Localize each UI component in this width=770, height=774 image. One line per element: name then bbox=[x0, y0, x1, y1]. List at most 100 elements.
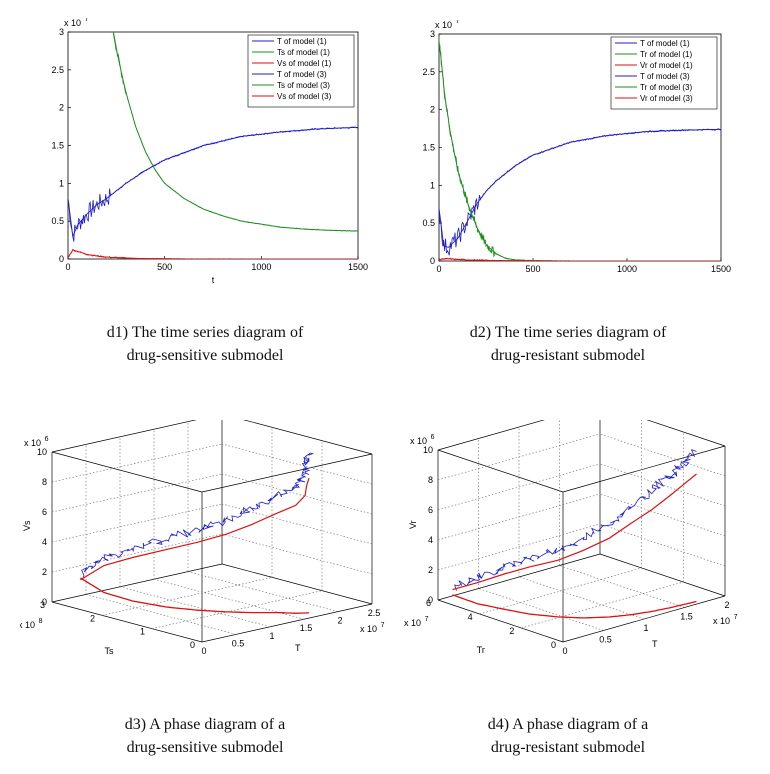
d2-legend-entry: Vr of model (1) bbox=[640, 61, 693, 70]
d1-series-2-stochastic bbox=[68, 248, 358, 259]
d1-ytick-label: 2.5 bbox=[51, 65, 64, 75]
caption-d2-line2: drug-resistant submodel bbox=[490, 347, 646, 364]
d3-ytick-label: 0 bbox=[190, 640, 195, 650]
d3-ztick-label: 4 bbox=[42, 537, 47, 547]
d2-legend-box bbox=[610, 36, 718, 110]
d1-legend-entry: Vs of model (3) bbox=[277, 92, 332, 101]
d4-xtick-label: 1 bbox=[643, 623, 648, 633]
d2-series-group bbox=[439, 37, 721, 261]
d4-grid bbox=[478, 588, 604, 631]
d2-ytick-label: 2.5 bbox=[422, 67, 435, 77]
d4-series-0 bbox=[454, 449, 697, 591]
d1-xtick-label: 500 bbox=[157, 262, 172, 272]
d4-box-edge bbox=[437, 449, 564, 493]
d3-ytick-label: 2 bbox=[90, 613, 95, 623]
d2-series-2-stochastic bbox=[439, 257, 721, 261]
caption-d2-line1: d2) The time series diagram of bbox=[469, 324, 667, 341]
d2-series-0-stochastic bbox=[439, 128, 721, 256]
d1-xtick-label: 0 bbox=[65, 262, 70, 272]
caption-d1-line1: d1) The time series diagram of bbox=[106, 324, 304, 341]
d3-box-edge bbox=[201, 603, 373, 643]
d3-box-edge bbox=[243, 420, 373, 455]
d3-box-edge bbox=[51, 420, 197, 453]
d2-xtick-label: 1500 bbox=[711, 264, 731, 274]
d3-xtick-label: 2.5 bbox=[368, 608, 381, 618]
d3-x-exponent-power: 7 bbox=[381, 622, 385, 629]
d4-grid bbox=[521, 581, 684, 629]
d1-legend-entry: Vs of model (1) bbox=[277, 59, 332, 68]
d1-legend-entry: Ts of model (1) bbox=[277, 48, 330, 57]
d3-grid bbox=[51, 533, 223, 573]
d4-grid bbox=[599, 433, 726, 477]
d3-ztick-label: 8 bbox=[42, 477, 47, 487]
d4-grid bbox=[559, 565, 685, 608]
d1-y-exponent-power: 7 bbox=[85, 18, 89, 23]
d4-y-exponent: x 10 bbox=[404, 618, 421, 628]
d3-ztick-label: 6 bbox=[42, 507, 47, 517]
d4-grid bbox=[599, 493, 726, 537]
caption-d4: d4) A phase diagram of a drug-resistant … bbox=[418, 713, 718, 759]
d4-grid bbox=[437, 433, 601, 481]
d3-grid bbox=[85, 594, 237, 635]
d3-box-edge bbox=[51, 601, 203, 643]
d3-ztick-label: 2 bbox=[42, 567, 47, 577]
d2-y-exponent: x 10 bbox=[435, 20, 452, 30]
d2-legend-entry: T of model (3) bbox=[640, 72, 690, 81]
d3-xlabel: T bbox=[295, 643, 301, 653]
d1-legend-entry: T of model (1) bbox=[277, 37, 327, 46]
d2-xtick-label: 0 bbox=[436, 264, 441, 274]
d4-xtick-label: 0.5 bbox=[599, 635, 612, 645]
d4-ztick-label: 6 bbox=[428, 505, 433, 515]
d4-ztick-label: 2 bbox=[428, 565, 433, 575]
d4-grid bbox=[599, 523, 726, 567]
d1-ytick-label: 0.5 bbox=[51, 216, 64, 226]
d3-grid bbox=[51, 503, 223, 543]
caption-d2: d2) The time series diagram of drug-resi… bbox=[418, 321, 718, 367]
d3-grid bbox=[221, 533, 373, 575]
d3-y-exponent-power: 8 bbox=[39, 618, 43, 625]
d3-box-edge bbox=[51, 563, 223, 603]
caption-d3-line1: d3) A phase diagram of a bbox=[124, 716, 286, 733]
d3-grid bbox=[101, 577, 273, 616]
d2-ytick-label: 2 bbox=[430, 105, 435, 115]
d2-legend-entry: Vr of model (3) bbox=[640, 94, 693, 103]
d1-series-1-stochastic bbox=[113, 33, 358, 232]
d4-box-edge bbox=[646, 420, 726, 447]
d4-grid bbox=[437, 523, 601, 571]
d3-grid bbox=[151, 590, 323, 629]
d3-z-exponent-power: 6 bbox=[45, 436, 49, 443]
d3-xtick-label: 1 bbox=[269, 631, 274, 641]
d3-z-exponent: x 10 bbox=[24, 438, 41, 448]
chart-d1: 0 500 1000 1500 0 0.5 1 1.5 2 2.5 3x 10 7 t T of mode… bbox=[51, 18, 368, 285]
d3-ytick-label: 1 bbox=[140, 627, 145, 637]
d4-zlabel: Vr bbox=[408, 520, 418, 529]
d1-ytick-label: 0 bbox=[59, 254, 64, 264]
d4-ylabel: Tr bbox=[477, 645, 485, 655]
d4-x-exponent-power: 7 bbox=[734, 614, 738, 621]
d4-grid bbox=[599, 463, 726, 507]
d4-grid bbox=[437, 493, 601, 541]
d1-ytick-label: 3 bbox=[59, 27, 64, 37]
d1-xlabel: t bbox=[212, 275, 215, 285]
d4-xtick-label: 0 bbox=[562, 646, 567, 656]
d4-grid bbox=[479, 567, 642, 615]
d3-grid bbox=[187, 571, 339, 612]
d4-box-edge bbox=[437, 599, 564, 643]
d3-xtick-label: 2 bbox=[337, 616, 342, 626]
d4-deterministic-trajectory bbox=[452, 473, 697, 591]
caption-d1: d1) The time series diagram of drug-sens… bbox=[60, 321, 350, 367]
d4-z-exponent-power: 6 bbox=[431, 434, 435, 441]
d3-grid bbox=[51, 443, 223, 483]
d2-legend-entry: Tr of model (1) bbox=[640, 50, 692, 59]
d4-z-exponent: x 10 bbox=[410, 436, 427, 446]
d3-box-edge bbox=[51, 451, 203, 493]
d1-xtick-label: 1000 bbox=[251, 262, 271, 272]
d1-series-0-stochastic bbox=[68, 126, 358, 242]
d4-ztick-label: 4 bbox=[428, 535, 433, 545]
d3-series-1 bbox=[80, 577, 309, 614]
d3-xtick-label: 0.5 bbox=[232, 638, 245, 648]
d3-box-edge bbox=[221, 563, 373, 605]
d4-ztick-label: 0 bbox=[428, 595, 433, 605]
d2-ytick-label: 0.5 bbox=[422, 218, 435, 228]
